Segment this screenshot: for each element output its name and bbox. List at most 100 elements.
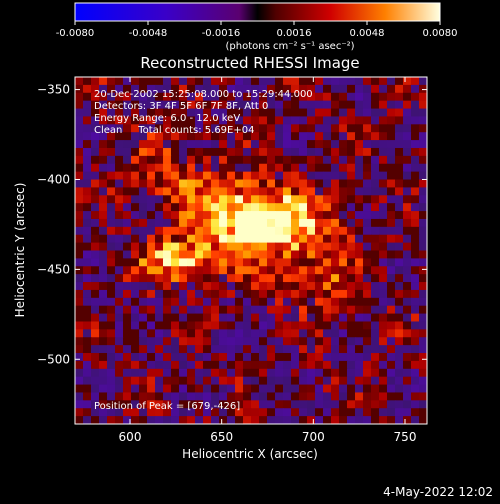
heatmap-cell [171, 250, 180, 259]
heatmap-cell [267, 187, 276, 196]
heatmap-cell [355, 329, 364, 338]
heatmap-cell [275, 282, 284, 291]
heatmap-cell [131, 368, 140, 378]
heatmap-cell [187, 274, 196, 283]
heatmap-cell [395, 313, 404, 323]
heatmap-cell [411, 116, 420, 125]
heatmap-cell [155, 392, 164, 401]
heatmap-cell [211, 187, 220, 196]
heatmap-cell [155, 147, 164, 157]
y-tick-label: −450 [37, 262, 70, 276]
heatmap-cell [219, 92, 228, 102]
heatmap-cell [179, 274, 188, 283]
heatmap-cell [411, 100, 420, 110]
heatmap-cell [107, 147, 116, 157]
heatmap-cell [307, 140, 316, 149]
heatmap-cell [107, 297, 116, 307]
heatmap-cell [323, 234, 332, 244]
heatmap-cell [347, 329, 356, 338]
heatmap-cell [195, 305, 204, 315]
heatmap-cell [187, 203, 196, 212]
heatmap-cell [283, 155, 292, 165]
heatmap-cell [251, 289, 260, 299]
heatmap-cell [107, 289, 116, 299]
heatmap-cell [371, 218, 380, 228]
heatmap-cell [411, 313, 420, 323]
heatmap-cell [187, 345, 196, 354]
heatmap-cell [195, 416, 204, 424]
heatmap-cell [307, 313, 316, 323]
heatmap-cell [179, 337, 188, 346]
heatmap-cell [99, 289, 108, 299]
heatmap-cell [315, 77, 324, 86]
heatmap-cell [267, 226, 276, 236]
heatmap-cell [275, 345, 284, 354]
heatmap-cell [219, 203, 228, 212]
heatmap-cell [419, 226, 427, 236]
heatmap-cell [203, 84, 212, 94]
heatmap-cell [187, 147, 196, 157]
heatmap-cell [243, 384, 252, 394]
heatmap-cell [411, 77, 420, 86]
heatmap-cell [187, 400, 196, 409]
heatmap-cell [227, 234, 236, 244]
heatmap-cell [211, 313, 220, 323]
heatmap-cell [387, 400, 396, 409]
heatmap-cell [227, 368, 236, 378]
heatmap-cell [211, 116, 220, 125]
heatmap-cell [419, 195, 427, 204]
heatmap-cell [259, 179, 268, 189]
chart-title: Reconstructed RHESSI Image [140, 54, 359, 72]
heatmap-cell [83, 179, 92, 189]
heatmap-cell [107, 353, 116, 362]
heatmap-cell [147, 400, 156, 409]
heatmap-cell [267, 360, 276, 370]
heatmap-cell [347, 321, 356, 330]
heatmap-cell [235, 179, 244, 189]
heatmap-cell [283, 226, 292, 236]
heatmap-cell [99, 297, 108, 307]
heatmap-cell [299, 337, 308, 346]
heatmap-cell [163, 282, 172, 291]
heatmap-cell [347, 187, 356, 196]
heatmap-cell [75, 203, 84, 212]
heatmap-cell [259, 234, 268, 244]
heatmap-cell [379, 147, 388, 157]
heatmap-cell [419, 274, 427, 283]
heatmap-cell [211, 171, 220, 181]
heatmap-cell [323, 345, 332, 354]
heatmap-cell [299, 108, 308, 118]
heatmap-cell [299, 234, 308, 244]
heatmap-cell [219, 195, 228, 204]
heatmap-cell [115, 179, 124, 189]
heatmap-cell [115, 408, 124, 417]
heatmap-cell [219, 313, 228, 323]
heatmap-cell [235, 313, 244, 323]
heatmap-cell [99, 155, 108, 165]
heatmap-cell [331, 376, 340, 386]
heatmap-cell [115, 376, 124, 386]
heatmap-cell [315, 266, 324, 275]
heatmap-cell [91, 250, 100, 259]
heatmap-cell [307, 234, 316, 244]
heatmap-cell [211, 132, 220, 141]
heatmap-cell [235, 368, 244, 378]
heatmap-cell [299, 274, 308, 283]
heatmap-cell [99, 77, 108, 86]
heatmap-cell [235, 108, 244, 118]
heatmap-cell [411, 400, 420, 409]
heatmap-cell [379, 234, 388, 244]
heatmap-cell [331, 408, 340, 417]
heatmap-cell [123, 250, 132, 259]
heatmap-cell [275, 108, 284, 118]
heatmap-cell [115, 353, 124, 362]
heatmap-cell [91, 297, 100, 307]
heatmap-cell [339, 274, 348, 283]
heatmap-cell [195, 84, 204, 94]
heatmap-cell [339, 163, 348, 173]
heatmap-cell [387, 92, 396, 102]
heatmap-cell [219, 250, 228, 259]
heatmap-cell [315, 171, 324, 181]
heatmap-cell [339, 258, 348, 267]
heatmap-cell [139, 187, 148, 196]
